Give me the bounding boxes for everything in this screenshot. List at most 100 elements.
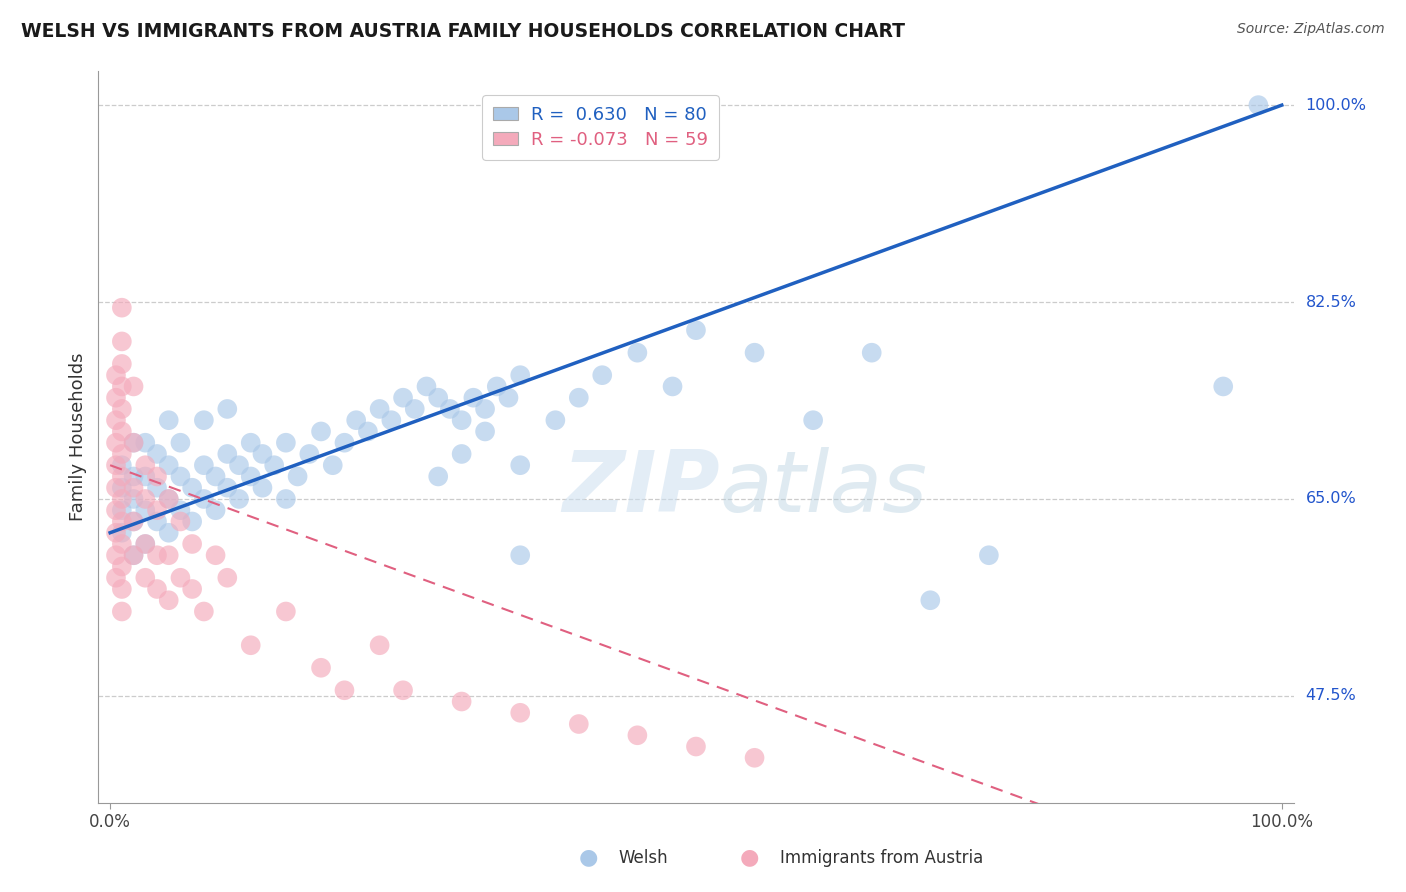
Point — [105, 571, 128, 585]
Point — [111, 469, 134, 483]
Point — [485, 379, 508, 393]
Point — [626, 728, 648, 742]
Point — [204, 503, 226, 517]
Point — [1212, 379, 1234, 393]
Point — [111, 515, 134, 529]
Point — [105, 413, 128, 427]
Point — [111, 503, 134, 517]
Point — [368, 401, 391, 416]
Point — [263, 458, 285, 473]
Point — [122, 481, 145, 495]
Point — [111, 447, 134, 461]
Point — [239, 435, 262, 450]
Point — [146, 469, 169, 483]
Text: atlas: atlas — [720, 447, 928, 530]
Point — [415, 379, 437, 393]
Point — [134, 469, 156, 483]
Point — [217, 401, 239, 416]
Point — [322, 458, 344, 473]
Point — [333, 435, 356, 450]
Point — [450, 694, 472, 708]
Point — [228, 491, 250, 506]
Point — [105, 503, 128, 517]
Point — [122, 491, 145, 506]
Point — [105, 458, 128, 473]
Point — [122, 435, 145, 450]
Point — [368, 638, 391, 652]
Text: 65.0%: 65.0% — [1306, 491, 1357, 507]
Point — [111, 401, 134, 416]
Point — [228, 458, 250, 473]
Point — [169, 435, 191, 450]
Point — [134, 571, 156, 585]
Point — [105, 481, 128, 495]
Point — [239, 469, 262, 483]
Point — [111, 582, 134, 596]
Point — [380, 413, 402, 427]
Point — [333, 683, 356, 698]
Text: Source: ZipAtlas.com: Source: ZipAtlas.com — [1237, 22, 1385, 37]
Point — [498, 391, 520, 405]
Point — [392, 683, 415, 698]
Point — [450, 413, 472, 427]
Point — [193, 458, 215, 473]
Point — [134, 458, 156, 473]
Point — [122, 469, 145, 483]
Point — [157, 413, 180, 427]
Point — [111, 559, 134, 574]
Point — [122, 515, 145, 529]
Point — [169, 571, 191, 585]
Point — [252, 447, 274, 461]
Point — [274, 491, 297, 506]
Text: 47.5%: 47.5% — [1306, 689, 1357, 704]
Point — [111, 525, 134, 540]
Point — [157, 593, 180, 607]
Point — [217, 571, 239, 585]
Point — [744, 751, 766, 765]
Point — [122, 548, 145, 562]
Point — [146, 447, 169, 461]
Text: 82.5%: 82.5% — [1306, 294, 1357, 310]
Point — [122, 515, 145, 529]
Point — [146, 503, 169, 517]
Point — [111, 334, 134, 349]
Point — [309, 661, 332, 675]
Point — [193, 491, 215, 506]
Point — [204, 548, 226, 562]
Point — [111, 605, 134, 619]
Point — [474, 425, 496, 439]
Text: Immigrants from Austria: Immigrants from Austria — [779, 848, 983, 867]
Point — [111, 301, 134, 315]
Point — [474, 401, 496, 416]
Point — [509, 368, 531, 383]
Point — [181, 537, 204, 551]
Point — [274, 435, 297, 450]
Point — [344, 413, 367, 427]
Point — [509, 548, 531, 562]
Point — [134, 435, 156, 450]
Point — [427, 469, 450, 483]
Point — [357, 425, 380, 439]
Point — [544, 413, 567, 427]
Point — [134, 503, 156, 517]
Point — [105, 368, 128, 383]
Point — [860, 345, 883, 359]
Point — [181, 515, 204, 529]
Point — [298, 447, 321, 461]
Point — [568, 717, 591, 731]
Point — [157, 491, 180, 506]
Point — [744, 345, 766, 359]
Point — [111, 458, 134, 473]
Point — [404, 401, 426, 416]
Point — [568, 391, 591, 405]
Point — [204, 469, 226, 483]
Point — [111, 481, 134, 495]
Point — [157, 458, 180, 473]
Text: 100.0%: 100.0% — [1306, 97, 1367, 112]
Point — [252, 481, 274, 495]
Point — [105, 391, 128, 405]
Text: ●: ● — [579, 847, 598, 868]
Point — [169, 469, 191, 483]
Point — [111, 425, 134, 439]
Point — [439, 401, 461, 416]
